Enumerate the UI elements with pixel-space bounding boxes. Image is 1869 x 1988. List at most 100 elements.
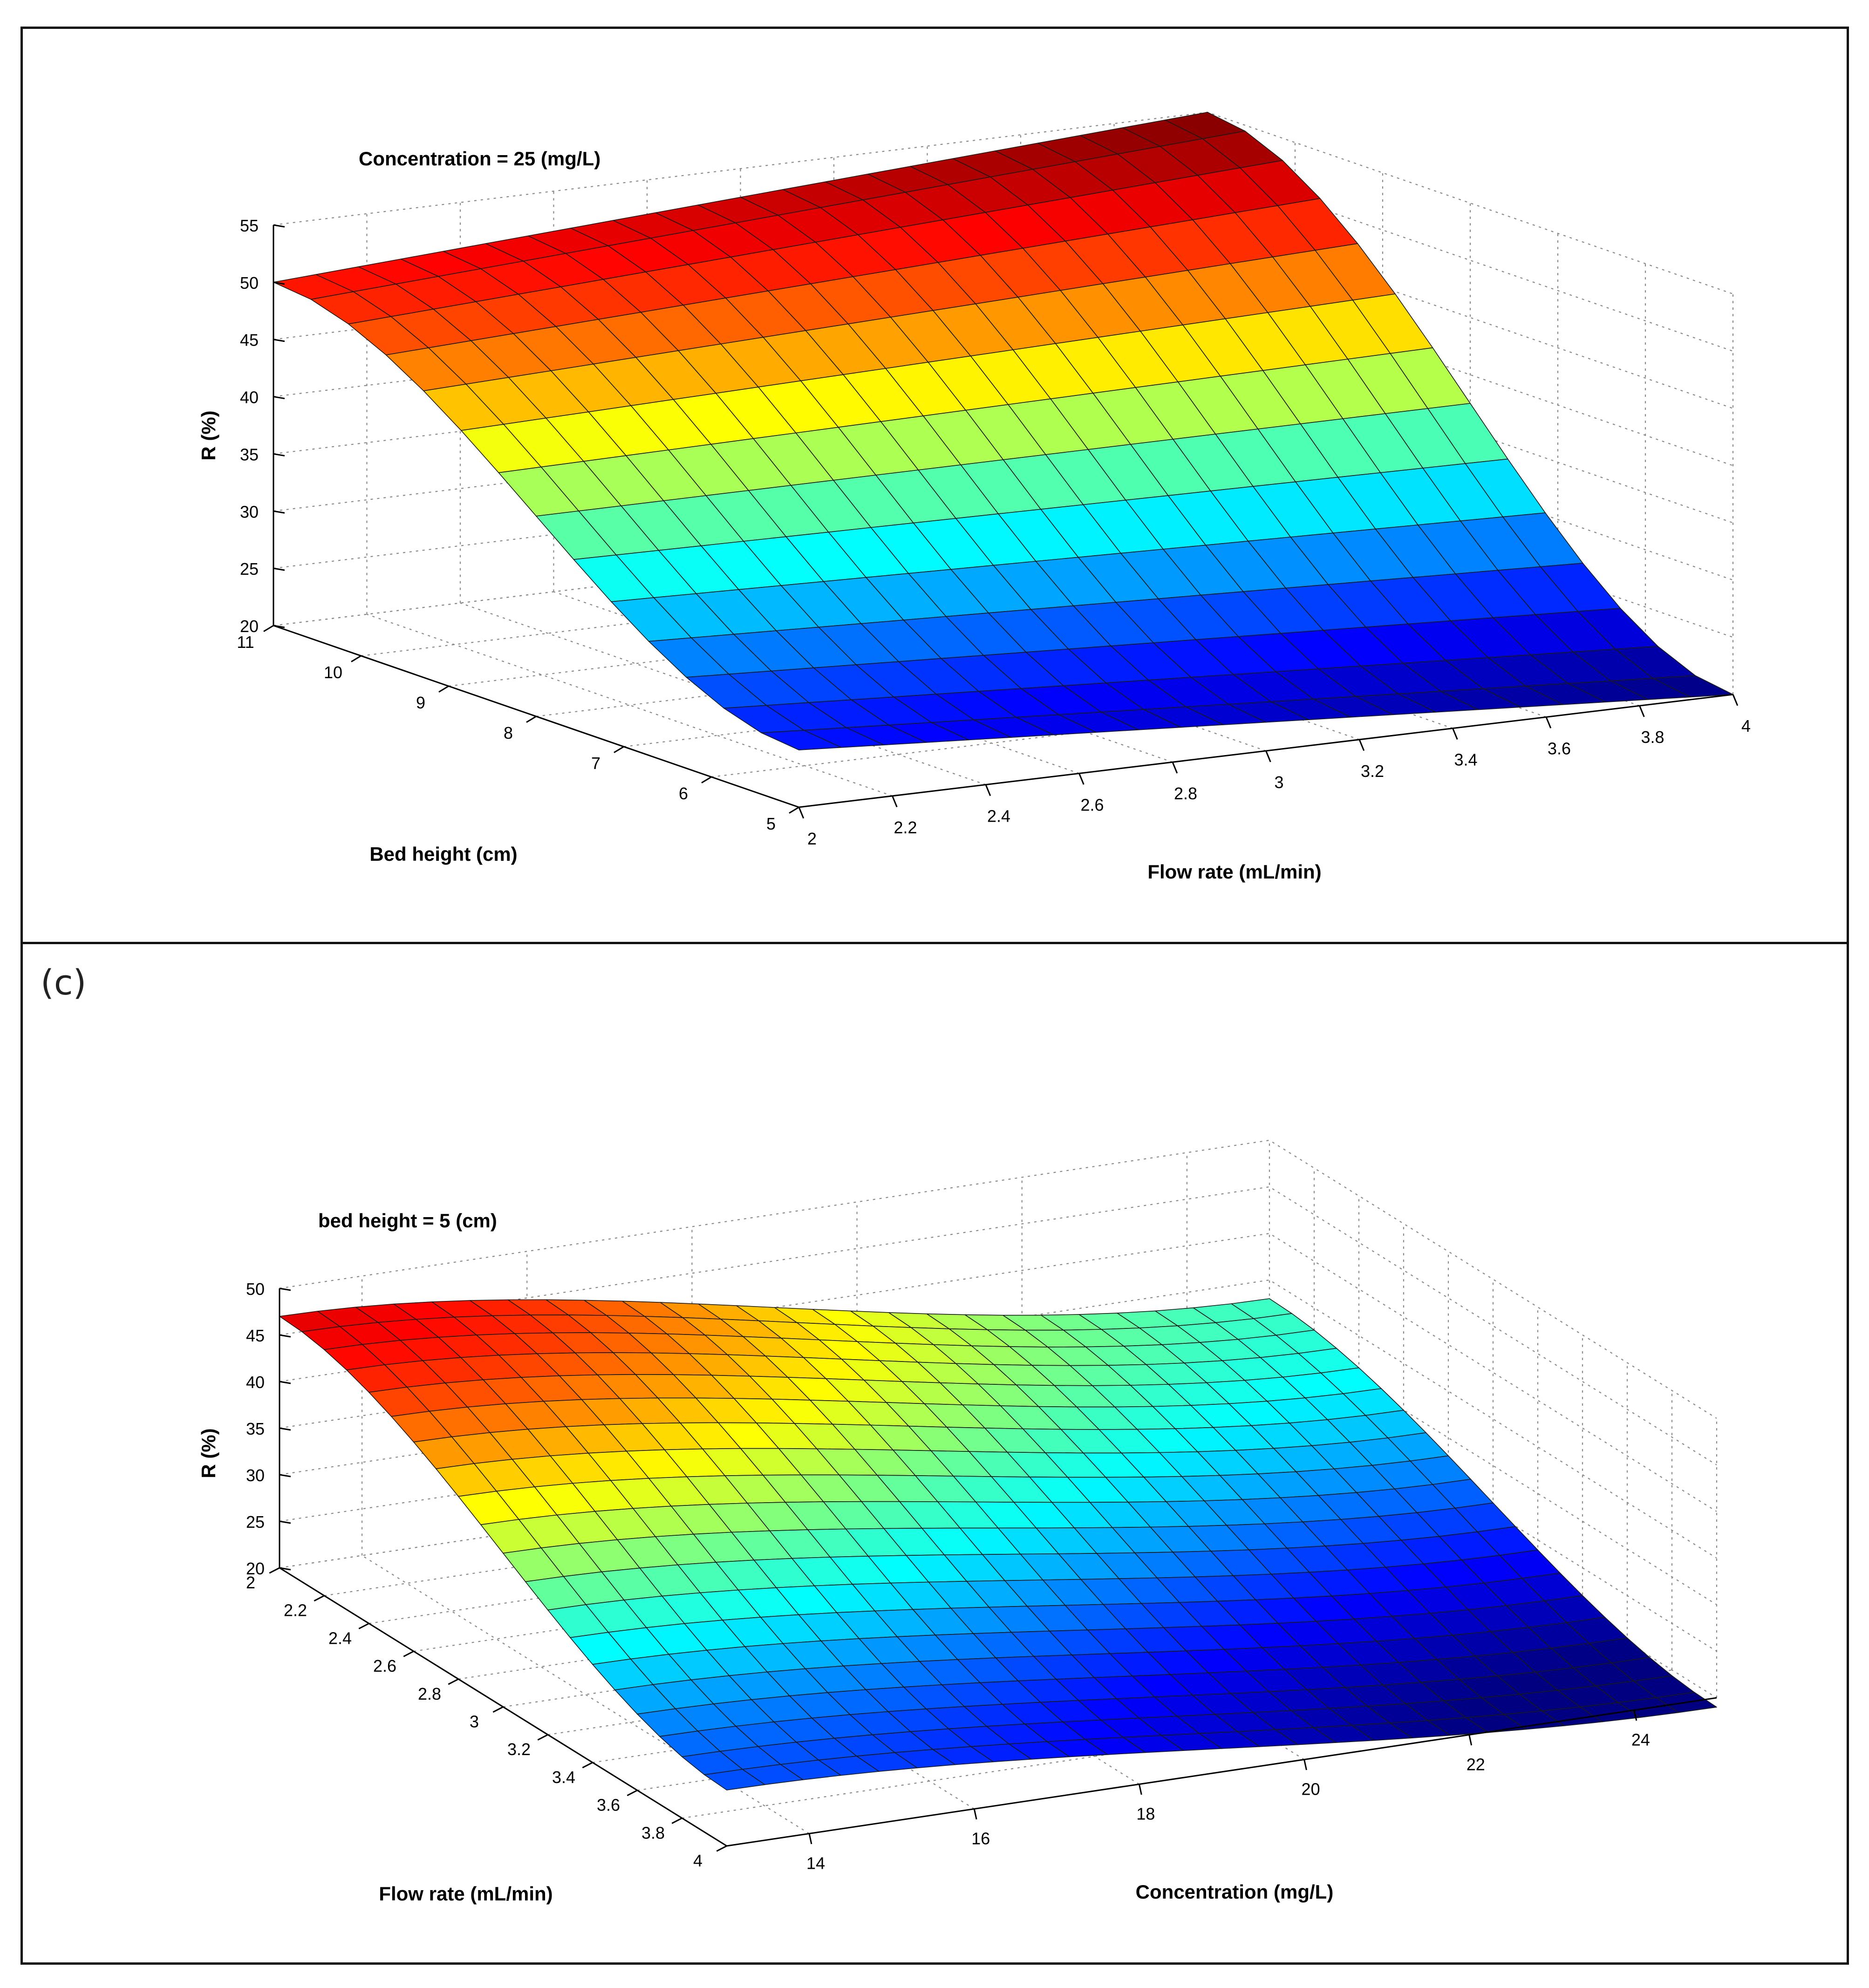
right-axis-tick-label: 2.8 (1174, 784, 1197, 803)
right-axis-tick (1138, 1784, 1142, 1795)
left-axis-tick-label: 2.2 (284, 1601, 307, 1620)
left-axis-tick (492, 1706, 504, 1713)
right-axis-tick (973, 1809, 977, 1820)
chart-0 (263, 111, 1739, 819)
floor-gridline (460, 602, 986, 785)
left-axis-tick-label: 7 (591, 754, 600, 773)
right-axis-tick-label: 4 (1741, 716, 1751, 735)
left-axis-tick-label: 2.6 (373, 1656, 396, 1675)
chart-1 (269, 1139, 1718, 1852)
right-axis-tick-label: 18 (1136, 1804, 1155, 1824)
left-axis-tick (582, 1762, 593, 1769)
z-axis-title: R (%) (198, 1428, 219, 1478)
left-axis-tick (269, 1567, 280, 1574)
z-tick-label: 30 (240, 502, 259, 521)
right-axis-tick (1172, 762, 1178, 774)
surface-patch (704, 1769, 765, 1791)
left-axis-tick (701, 776, 712, 783)
chart-title: Concentration = 25 (mg/L) (359, 148, 600, 170)
z-tick-label: 40 (246, 1373, 265, 1392)
left-axis-tick-label: 2 (246, 1573, 255, 1592)
left-axis-tick-label: 10 (324, 663, 342, 682)
chart-title: bed height = 5 (cm) (318, 1210, 497, 1232)
right-axis-title: Flow rate (mL/min) (1147, 861, 1321, 883)
right-axis-tick (1078, 773, 1085, 785)
z-tick (273, 281, 285, 285)
z-axis-title: R (%) (198, 410, 219, 460)
z-tick (279, 1567, 291, 1571)
right-axis-tick (798, 807, 805, 819)
right-axis-tick (1639, 705, 1645, 717)
right-axis-tick (1452, 728, 1458, 740)
left-axis-title: Bed height (cm) (369, 843, 517, 865)
right-axis-tick-label: 24 (1631, 1730, 1650, 1750)
right-axis-tick (1545, 716, 1552, 728)
right-axis-tick (1468, 1735, 1473, 1746)
z-tick (273, 510, 285, 514)
right-axis-tick-label: 20 (1302, 1780, 1320, 1799)
z-tick-label: 40 (240, 388, 259, 407)
right-axis-tick (1732, 694, 1739, 706)
right-axis-tick (1265, 750, 1271, 763)
right-axis-tick (985, 784, 991, 796)
left-axis-tick (263, 625, 274, 632)
floor-gridline (362, 1555, 810, 1834)
z-tick-label: 30 (246, 1466, 265, 1485)
right-axis-tick-label: 3.6 (1548, 739, 1571, 758)
left-axis-tick (537, 1734, 548, 1741)
right-axis-tick (892, 796, 898, 808)
z-tick-label: 25 (246, 1512, 265, 1532)
z-tick-label: 45 (246, 1326, 265, 1345)
left-axis-tick (314, 1595, 325, 1602)
wall-gridline (279, 1186, 1717, 1465)
z-tick (273, 567, 285, 571)
left-axis-tick-label: 3.6 (597, 1796, 620, 1815)
left-axis-tick-label: 3 (470, 1712, 479, 1731)
left-axis-tick-label: 6 (679, 784, 688, 803)
left-axis-tick (789, 806, 799, 814)
right-axis-tick-label: 3.8 (1641, 728, 1664, 747)
left-axis-tick-label: 2.8 (418, 1684, 441, 1703)
left-axis-tick (448, 1678, 459, 1685)
right-axis-tick-label: 2.2 (894, 818, 917, 837)
right-axis-tick-label: 3 (1274, 773, 1283, 792)
z-tick-label: 35 (240, 445, 259, 464)
left-axis-tick (358, 1623, 369, 1629)
z-tick-label: 50 (246, 1280, 265, 1299)
left-axis-tick (526, 715, 537, 723)
z-tick (279, 1427, 291, 1431)
z-tick-label: 45 (240, 331, 259, 350)
left-axis-tick (716, 1845, 727, 1852)
left-axis-tick (671, 1817, 682, 1824)
right-axis-title: Concentration (mg/L) (1136, 1881, 1334, 1903)
left-axis-tick-label: 3.8 (641, 1823, 665, 1842)
z-tick-label: 20 (246, 1559, 265, 1578)
z-tick-label: 25 (240, 559, 259, 579)
right-axis-tick-label: 3.2 (1361, 762, 1384, 781)
axis-line-right (726, 1697, 1717, 1847)
z-tick (273, 453, 285, 456)
right-axis-tick-label: 3.4 (1454, 750, 1477, 769)
left-axis-title: Flow rate (mL/min) (379, 1883, 553, 1905)
z-tick-label: 55 (240, 216, 259, 235)
left-axis-tick-label: 2.4 (328, 1628, 352, 1648)
right-axis-tick-label: 2.4 (987, 807, 1010, 826)
z-tick-label: 20 (240, 617, 259, 636)
wall-gridline (279, 1139, 1717, 1419)
floor-gridline (367, 613, 893, 797)
right-axis-tick-label: 14 (806, 1854, 825, 1873)
left-axis-tick-label: 3.4 (552, 1768, 575, 1787)
z-tick (279, 1474, 291, 1477)
z-tick (273, 224, 285, 228)
z-tick (273, 625, 285, 628)
right-axis-tick (1358, 739, 1365, 751)
left-axis-tick-label: 8 (504, 723, 513, 742)
z-tick (279, 1381, 291, 1384)
right-axis-tick-label: 16 (971, 1829, 990, 1848)
left-axis-tick-label: 5 (766, 814, 776, 833)
z-tick (279, 1334, 291, 1338)
right-axis-tick-label: 22 (1467, 1755, 1485, 1774)
z-tick-label: 50 (240, 273, 259, 293)
left-axis-tick (627, 1790, 638, 1797)
